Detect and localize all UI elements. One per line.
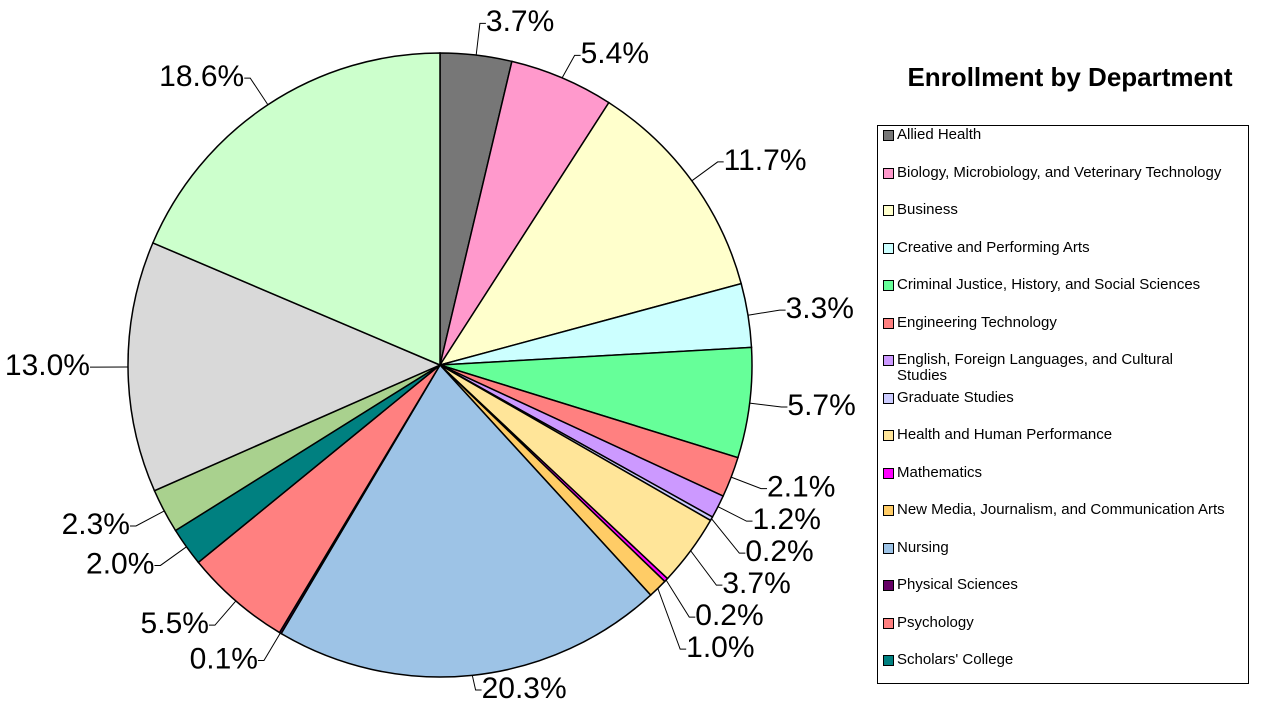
data-label: 2.1% [767, 471, 835, 504]
legend-swatch [883, 542, 894, 554]
legend-swatch [883, 392, 894, 404]
leader-line [711, 518, 746, 554]
leader-line [154, 546, 187, 566]
data-label: 18.6% [159, 60, 244, 93]
legend-swatch [883, 655, 894, 666]
leader-line [665, 579, 696, 618]
legend-swatch [883, 617, 894, 629]
data-label: 2.0% [86, 547, 154, 580]
legend-entry: Allied Health [883, 127, 1243, 143]
legend-entry: Creative and Performing Arts [883, 238, 1243, 256]
legend-entry: Nursing [883, 538, 1243, 556]
leader-line [657, 588, 687, 650]
leader-line [730, 476, 768, 490]
leader-line [471, 675, 482, 691]
legend-entry: Mathematics [883, 463, 1243, 481]
legend-label: Criminal Justice, History, and Social Sc… [897, 276, 1201, 293]
data-label: 20.3% [482, 672, 567, 705]
leader-line [129, 510, 165, 527]
legend-swatch [883, 430, 894, 441]
legend-entry: New Media, Journalism, and Communication… [883, 502, 1243, 518]
pie-slice [127, 241, 442, 492]
legend-swatch [883, 317, 894, 329]
data-label: 13.0% [5, 349, 90, 382]
legend-label: Creative and Performing Arts [897, 238, 1090, 256]
data-label: 0.2% [695, 599, 763, 632]
legend-swatch [883, 355, 894, 366]
leader-line [561, 54, 581, 79]
legend-label: Engineering Technology [897, 313, 1057, 331]
legend-label: Allied Health [897, 126, 982, 143]
legend-swatch [883, 167, 894, 179]
data-label: 0.1% [190, 642, 258, 675]
leader-line [717, 506, 753, 522]
data-label: 5.7% [787, 389, 855, 422]
data-label: 1.2% [753, 503, 821, 536]
legend-swatch [883, 205, 894, 216]
legend-swatch [883, 280, 894, 291]
data-label: 0.2% [745, 535, 813, 568]
legend-entry: Biology, Microbiology, and Veterinary Te… [883, 163, 1243, 181]
leader-line [690, 550, 723, 586]
data-label: 3.3% [786, 292, 854, 325]
legend-entry: Engineering Technology [883, 313, 1243, 331]
legend-entry: Graduate Studies [883, 388, 1243, 406]
leader-line [208, 600, 237, 626]
leader-line [257, 632, 281, 662]
legend-label: Mathematics [897, 463, 983, 481]
legend-entry: Health and Human Performance [883, 427, 1243, 443]
legend-label: Scholars' College [897, 651, 1014, 668]
legend: Allied Health Biology, Microbiology, and … [877, 125, 1249, 684]
data-label: 5.4% [581, 37, 649, 70]
leader-line [244, 77, 269, 106]
legend-swatch [883, 242, 894, 254]
legend-label: Psychology [897, 613, 974, 631]
leader-line [749, 402, 788, 408]
leader-line [691, 161, 724, 182]
legend-label: Physical Sciences [897, 576, 1018, 593]
legend-swatch [883, 130, 894, 141]
legend-label: Nursing [897, 538, 949, 556]
data-label: 3.7% [486, 5, 554, 38]
chart-title: Enrollment by Department [907, 62, 1233, 92]
legend-swatch [883, 580, 894, 591]
data-label: 2.3% [62, 508, 130, 541]
data-label: 3.7% [722, 567, 790, 600]
legend-label: English, Foreign Languages, and Cultural… [897, 351, 1174, 384]
legend-entry: Scholars' College [883, 652, 1243, 668]
legend-label: Biology, Microbiology, and Veterinary Te… [897, 163, 1222, 181]
legend-swatch [883, 467, 894, 479]
data-label: 1.0% [686, 631, 754, 664]
legend-label: Business [897, 201, 958, 218]
legend-label: New Media, Journalism, and Communication… [897, 501, 1225, 518]
legend-entry: English, Foreign Languages, and Cultural… [883, 352, 1243, 384]
leader-line [475, 22, 486, 56]
pie-chart: 3.7%5.4%11.7%3.3%5.7%2.1%1.2%0.2%3.7%0.2… [5, 5, 856, 705]
legend-entry: Physical Sciences [883, 577, 1243, 593]
legend-entry: Criminal Justice, History, and Social Sc… [883, 277, 1243, 293]
data-label: 5.5% [141, 607, 209, 640]
legend-swatch [883, 505, 894, 516]
legend-label: Health and Human Performance [897, 426, 1113, 443]
pie-slice [151, 52, 441, 367]
legend-entry: Psychology [883, 613, 1243, 631]
legend-label: Graduate Studies [897, 388, 1014, 406]
legend-entry: Business [883, 202, 1243, 218]
leader-line [747, 309, 786, 316]
data-label: 11.7% [724, 144, 807, 177]
